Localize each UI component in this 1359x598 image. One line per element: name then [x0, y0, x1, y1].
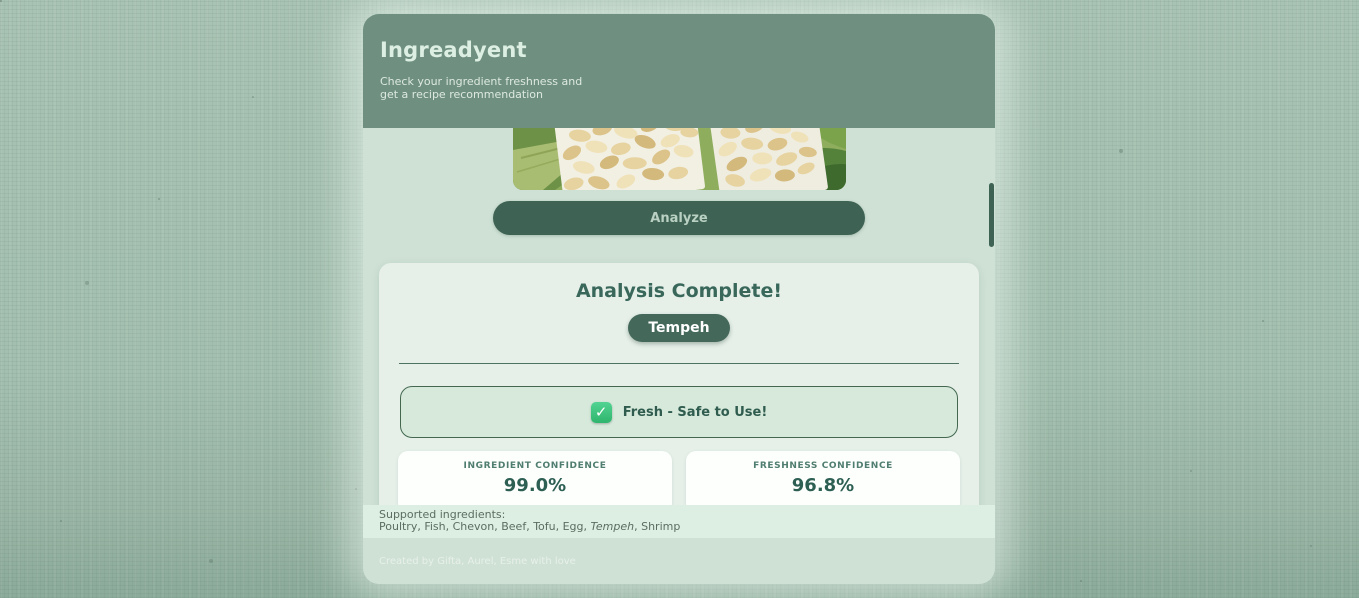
- results-divider: [399, 363, 959, 364]
- analyze-button[interactable]: Analyze: [493, 201, 865, 235]
- background-texture-speckles: [0, 0, 2, 2]
- app-subtitle-line2: get a recipe recommendation: [380, 87, 543, 101]
- supported-ingredient-tempeh: Tempeh: [590, 520, 635, 533]
- freshness-status-text: Fresh - Safe to Use!: [622, 404, 768, 420]
- scroll-content: Analyze Analysis Complete! Tempeh ✓ Fres…: [363, 128, 995, 505]
- results-card: Analysis Complete! Tempeh ✓ Fresh - Safe…: [379, 263, 979, 505]
- app-header: Ingreadyent Check your ingredient freshn…: [363, 14, 995, 128]
- freshness-banner: ✓ Fresh - Safe to Use!: [400, 386, 958, 438]
- ingredient-badge: Tempeh: [628, 314, 730, 342]
- tempeh-photo-illustration: [512, 128, 846, 190]
- ingredient-photo: [512, 128, 846, 190]
- scrollbar-thumb[interactable]: [989, 183, 994, 247]
- freshness-confidence-value: 96.8%: [791, 475, 855, 496]
- app-subtitle: Check your ingredient freshness and get …: [380, 75, 978, 102]
- app-title: Ingreadyent: [380, 38, 527, 62]
- supported-ingredients-footer: Supported ingredients: Poultry, Fish, Ch…: [363, 505, 995, 538]
- results-heading: Analysis Complete!: [575, 280, 783, 302]
- ingredient-confidence-value: 99.0%: [503, 475, 567, 496]
- credit-text: Created by Gifta, Aurel, Esme with love: [379, 556, 576, 567]
- ingredient-confidence-label: INGREDIENT CONFIDENCE: [463, 461, 607, 471]
- app-window: Ingreadyent Check your ingredient freshn…: [363, 14, 995, 584]
- freshness-confidence-card: FRESHNESS CONFIDENCE 96.8%: [686, 451, 960, 505]
- supported-ingredients-title: Supported ingredients:: [379, 508, 506, 521]
- ingredient-confidence-card: INGREDIENT CONFIDENCE 99.0%: [398, 451, 672, 505]
- confidence-cards-row: INGREDIENT CONFIDENCE 99.0% FRESHNESS CO…: [398, 451, 960, 505]
- freshness-confidence-label: FRESHNESS CONFIDENCE: [753, 461, 893, 471]
- credit-area: Created by Gifta, Aurel, Esme with love: [363, 538, 995, 584]
- supported-ingredients-list: Poultry, Fish, Chevon, Beef, Tofu, Egg, …: [379, 520, 681, 533]
- app-subtitle-line1: Check your ingredient freshness and: [380, 75, 583, 88]
- check-icon: ✓: [590, 401, 612, 423]
- badge-row: Tempeh: [379, 314, 979, 342]
